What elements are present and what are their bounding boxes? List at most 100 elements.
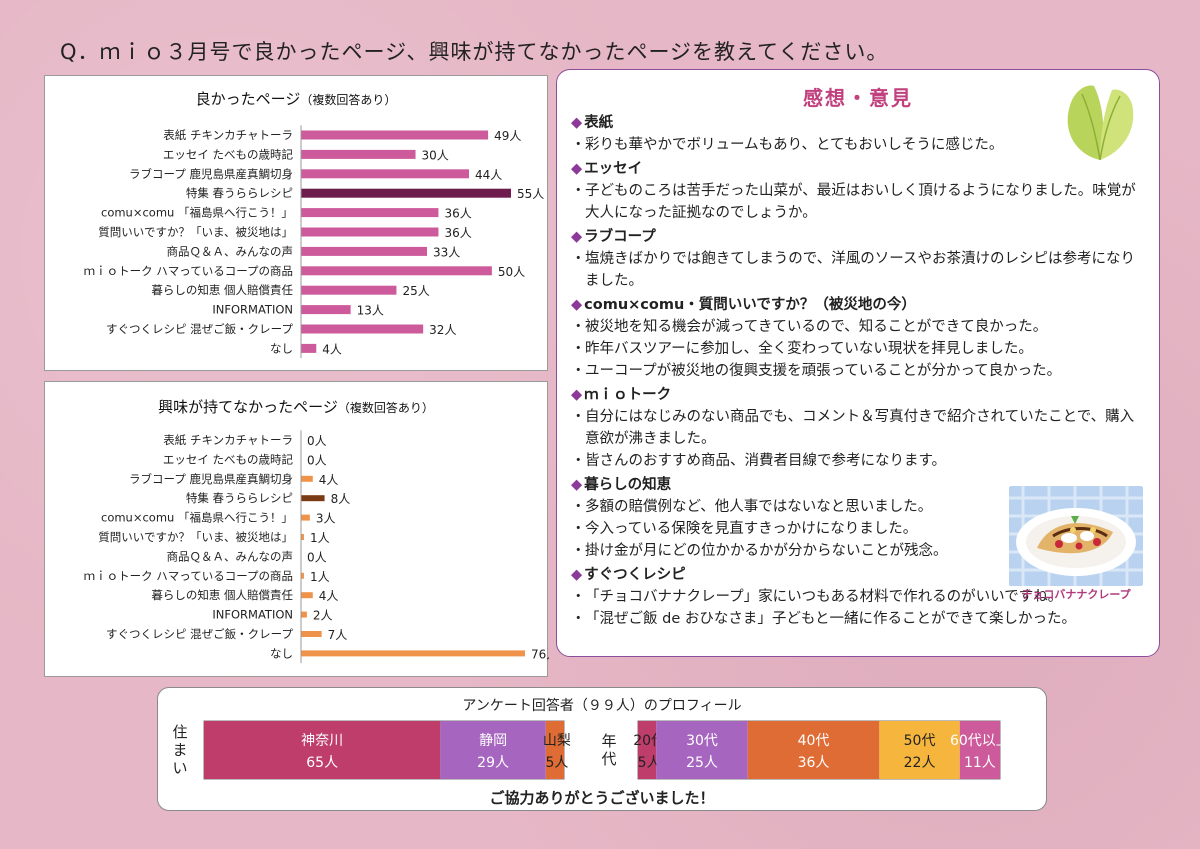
good-pages-subtitle: （複数回答あり） (300, 93, 397, 107)
opinion-section-title: エッセイ (584, 161, 643, 177)
bar (301, 130, 489, 140)
bullet: ・ (571, 499, 586, 515)
opinion-text: 皆さんのおすすめ商品、消費者目線で参考になります。 (585, 453, 947, 469)
category-label: エッセイ たべもの歳時記 (163, 452, 294, 466)
category-label: ラブコープ 鹿児島県産真鯛切身 (129, 167, 293, 181)
category-label: 暮らしの知恵 個人賠償責任 (151, 588, 293, 602)
category-label: comu×comu 「福島県へ行こう！」 (101, 206, 293, 220)
data-label: 3人 (316, 512, 336, 526)
good-pages-title-row: 良かったページ（複数回答あり） (45, 88, 547, 109)
bar (301, 227, 439, 237)
opinion-item: ・昨年バスツアーに参加し、全く変わっていない現状を拝見しました。 (571, 338, 1146, 360)
diamond-icon: ◆ (571, 115, 583, 131)
crepe-photo (1009, 486, 1143, 586)
bar (301, 169, 469, 179)
category-label: 特集 春うららレシピ (186, 491, 293, 505)
profile-title: アンケート回答者（９９人）のプロフィール (462, 698, 742, 714)
opinion-section-heading: ◆ エッセイ (571, 158, 1146, 180)
bullet: ・ (571, 363, 586, 379)
data-label: 50人 (498, 265, 525, 279)
profile-chart: 住まい神奈川65人静岡29人山梨5人年代20代5人30代25人40代36人50代… (172, 720, 1010, 780)
bar (301, 266, 492, 276)
profile-segment (747, 721, 880, 779)
opinion-text: 「混ぜご飯 de おひなさま」子どもと一緒に作ることができて楽しかった。 (585, 611, 1077, 627)
profile-group-label: 年 (601, 732, 616, 750)
profile-segment-value: 5人 (638, 755, 661, 771)
opinion-text: 昨年バスツアーに参加し、全く変わっていない現状を拝見しました。 (585, 341, 1033, 357)
data-label: 0人 (307, 434, 327, 448)
profile-panel: アンケート回答者（９９人）のプロフィール 住まい 神奈川 65人 静岡 29人 山梨 5人 年… (157, 687, 1047, 811)
good-pages-panel: 良かったページ（複数回答あり） 表紙 チキンカチャトーラ 49人エッセイ たべもの… (44, 75, 548, 371)
opinion-section-title: ラブコープ (584, 229, 656, 245)
data-label: 76人 (531, 647, 549, 661)
opinion-section-heading: ◆ ｍｉｏトーク (571, 384, 1146, 406)
category-label: 質問いいですか？「いま、被災地は」 (98, 530, 293, 544)
bullet: ・ (571, 589, 586, 605)
uninteresting-pages-subtitle: （複数回答あり） (337, 401, 434, 415)
good-pages-title: 良かったページ (195, 90, 301, 108)
profile-segment-name: 静岡 (479, 733, 507, 749)
profile-segment-value: 22人 (904, 755, 936, 771)
opinion-item: ・自分にはなじみのない商品でも、コメント＆写真付きで紹介されていたことで、購入意… (571, 406, 1146, 450)
data-label: 30人 (422, 148, 449, 162)
profile-segment-name: 30代 (686, 733, 718, 749)
opinion-item: ・被災地を知る機会が減ってきているので、知ることができて良かった。 (571, 316, 1146, 338)
bar (301, 324, 424, 334)
profile-segment-value: 65人 (306, 755, 338, 771)
opinion-text: 自分にはなじみのない商品でも、コメント＆写真付きで紹介されていたことで、購入意欲… (585, 409, 1135, 447)
category-label: なし (270, 341, 293, 355)
opinion-section-title: 表紙 (584, 115, 614, 131)
category-label: 表紙 チキンカチャトーラ (163, 433, 293, 447)
opinion-item: ・今入っている保険を見直すきっかけになりました。 (571, 518, 1003, 540)
profile-segment (440, 721, 546, 779)
opinion-text: ユーコープが被災地の復興支援を頑張っていることが分かって良かった。 (585, 363, 1062, 379)
bullet: ・ (571, 319, 586, 335)
data-label: 1人 (310, 570, 330, 584)
category-label: INFORMATION (212, 303, 293, 317)
category-label: ｍｉｏトーク ハマっているコープの商品 (84, 569, 293, 583)
data-label: 8人 (331, 492, 351, 506)
profile-segment-name: 40代 (798, 733, 830, 749)
category-label: エッセイ たべもの歳時記 (163, 147, 294, 161)
opinion-section-heading: ◆ comu×comu・質問いいですか？（被災地の今） (571, 294, 1146, 316)
profile-segment-value: 5人 (545, 755, 568, 771)
category-label: 特集 春うららレシピ (186, 186, 293, 200)
data-label: 44人 (475, 168, 502, 182)
bar (301, 246, 427, 256)
bar (301, 592, 313, 599)
profile-segment-name: 山梨 (543, 733, 571, 749)
uninteresting-pages-title-row: 興味が持てなかったページ（複数回答あり） (45, 396, 547, 417)
profile-segment-name: 60代以上 (950, 733, 1010, 749)
category-label: ｍｉｏトーク ハマっているコープの商品 (84, 264, 293, 278)
opinion-item: ・ユーコープが被災地の復興支援を頑張っていることが分かって良かった。 (571, 360, 1146, 382)
category-label: 表紙 チキンカチャトーラ (163, 128, 293, 142)
profile-group-label: 代 (601, 750, 616, 768)
thanks-message: ご協力ありがとうございました！ (489, 789, 715, 807)
category-label: すぐつくレシピ 混ぜご飯・クレープ (106, 322, 293, 336)
data-label: 33人 (433, 245, 460, 259)
bullet: ・ (571, 543, 586, 559)
opinion-item: ・子どものころは苦手だった山菜が、最近はおいしく頂けるようになりました。味覚が大… (571, 180, 1146, 224)
category-label: ラブコープ 鹿児島県産真鯛切身 (129, 472, 293, 486)
bar (301, 534, 304, 540)
bullet: ・ (571, 611, 586, 627)
opinion-text: 掛け金が月にどの位かかるかが分からないことが残念。 (585, 543, 948, 559)
category-label: 暮らしの知恵 個人賠償責任 (151, 283, 293, 297)
profile-segment-value: 29人 (477, 755, 509, 771)
data-label: 36人 (444, 226, 471, 240)
opinion-item: ・「混ぜご飯 de おひなさま」子どもと一緒に作ることができて楽しかった。 (571, 608, 1146, 630)
category-label: 質問いいですか？「いま、被災地は」 (98, 225, 293, 239)
data-label: 49人 (494, 129, 521, 143)
bullet: ・ (571, 183, 586, 199)
bar (301, 572, 304, 579)
data-label: 25人 (402, 284, 429, 298)
leaf-icon (1067, 85, 1134, 161)
bar (301, 208, 439, 218)
opinion-section-title: comu×comu・質問いいですか？（被災地の今） (584, 297, 916, 313)
uninteresting-pages-title: 興味が持てなかったページ (158, 398, 338, 416)
profile-segment (638, 721, 657, 779)
data-label: 4人 (322, 342, 342, 356)
bar (301, 495, 325, 502)
survey-question: Q．ｍｉｏ３月号で良かったページ、興味が持てなかったページを教えてください。 (60, 40, 889, 64)
bar (301, 285, 397, 295)
